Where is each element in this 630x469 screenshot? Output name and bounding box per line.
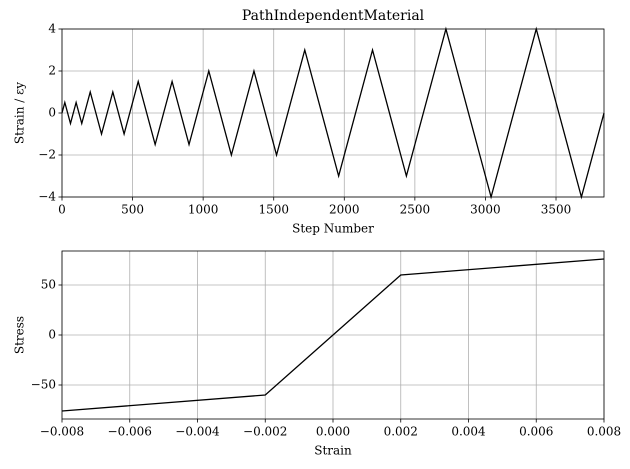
x-tick-label: 500 xyxy=(121,203,144,217)
axes-frame xyxy=(61,250,605,420)
y-tick-label: 4 xyxy=(48,22,56,36)
chart-title: PathIndependentMaterial xyxy=(242,8,425,24)
y-axis-label: Strain / εy xyxy=(13,82,27,144)
y-tick-label: −4 xyxy=(38,190,56,204)
y-tick-label: −50 xyxy=(31,378,56,392)
x-tick-label: 3000 xyxy=(470,203,501,217)
x-tick-label: 0.000 xyxy=(316,425,350,439)
x-tick-label: −0.004 xyxy=(175,425,220,439)
y-tick-label: −2 xyxy=(38,148,56,162)
y-tick-label: 0 xyxy=(48,328,56,342)
x-tick-label: 0.006 xyxy=(519,425,553,439)
x-tick-label: −0.008 xyxy=(40,425,84,439)
x-tick-label: 0.004 xyxy=(451,425,486,439)
x-tick-label: 0.008 xyxy=(587,425,621,439)
x-tick-label: −0.006 xyxy=(108,425,152,439)
y-axis-label: Stress xyxy=(13,316,27,354)
x-tick-label: 2000 xyxy=(329,203,360,217)
data-line xyxy=(61,258,605,412)
x-tick-label: 3500 xyxy=(541,203,572,217)
y-tick-label: 50 xyxy=(41,278,56,292)
x-tick-label: 0 xyxy=(58,203,66,217)
data-line xyxy=(61,26,605,200)
x-axis-label: Step Number xyxy=(292,222,374,236)
y-tick-label: 2 xyxy=(48,64,56,78)
y-tick-label: 0 xyxy=(48,106,56,120)
x-axis-label: Strain xyxy=(314,444,352,458)
x-tick-label: −0.002 xyxy=(243,425,287,439)
axes-frame xyxy=(61,28,605,198)
x-tick-label: 1000 xyxy=(188,203,219,217)
x-tick-label: 1500 xyxy=(258,203,289,217)
x-tick-label: 2500 xyxy=(400,203,431,217)
x-tick-label: 0.002 xyxy=(384,425,418,439)
